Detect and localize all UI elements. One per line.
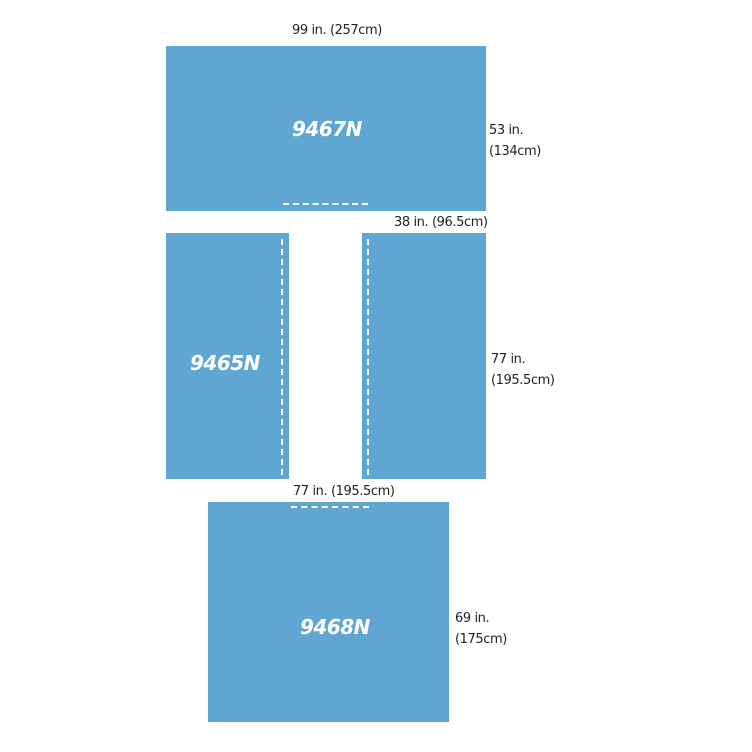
fold-line — [283, 203, 368, 205]
top-width-label: 99 in. (257cm) — [292, 23, 382, 38]
fold-line — [367, 239, 369, 475]
drape-panel-9465n-left: 9465N — [166, 233, 289, 479]
bottom-height-label-in: 69 in. — [455, 611, 490, 626]
fold-line — [281, 239, 283, 475]
panel-code: 9468N — [300, 615, 370, 639]
bottom-width-label: 77 in. (195.5cm) — [293, 484, 395, 499]
panel-code: 9465N — [190, 351, 260, 375]
drape-panel-9465n-right — [362, 233, 486, 479]
drape-panel-9467n: 9467N — [166, 46, 486, 211]
right-height-label-in: 77 in. — [491, 352, 526, 367]
right-width-label: 38 in. (96.5cm) — [394, 215, 488, 230]
panel-code: 9467N — [292, 117, 362, 141]
fold-line — [291, 506, 369, 508]
top-height-label-in: 53 in. — [489, 123, 524, 138]
bottom-height-label-cm: (175cm) — [455, 632, 507, 647]
drape-panel-9468n: 9468N — [208, 502, 449, 722]
top-height-label-cm: (134cm) — [489, 144, 541, 159]
right-height-label-cm: (195.5cm) — [491, 373, 555, 388]
